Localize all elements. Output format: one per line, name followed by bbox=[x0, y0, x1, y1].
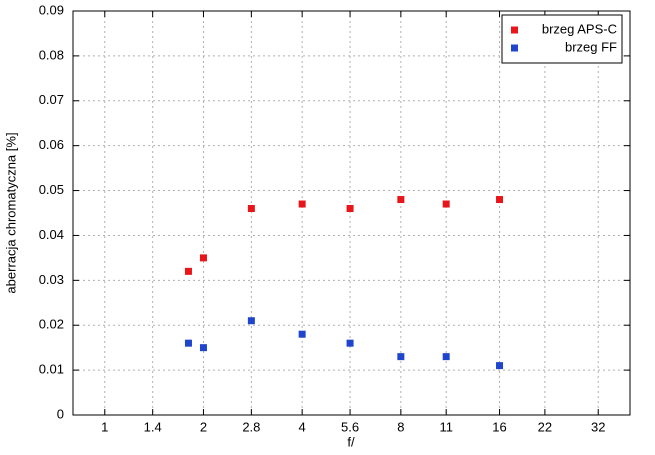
point bbox=[184, 267, 192, 275]
y-tick-label: 0.02 bbox=[39, 317, 64, 332]
x-tick-label: 11 bbox=[439, 419, 453, 434]
x-tick-label: 32 bbox=[591, 419, 605, 434]
y-tick-label: 0.05 bbox=[39, 182, 64, 197]
x-tick-label: 1.4 bbox=[144, 419, 162, 434]
y-tick-label: 0.06 bbox=[39, 137, 64, 152]
x-tick-label: 22 bbox=[538, 419, 552, 434]
point bbox=[298, 330, 306, 338]
point bbox=[397, 196, 405, 204]
y-tick-label: 0.04 bbox=[39, 227, 64, 242]
y-axis-label: aberracja chromatyczna [%] bbox=[3, 132, 18, 293]
point bbox=[184, 339, 192, 347]
legend-label: brzeg FF bbox=[565, 39, 617, 54]
x-tick-label: 8 bbox=[397, 419, 404, 434]
plot-frame bbox=[72, 10, 631, 416]
point bbox=[346, 339, 354, 347]
x-tick-label: 4 bbox=[299, 419, 306, 434]
point bbox=[247, 205, 255, 213]
point bbox=[496, 196, 504, 204]
x-tick-label: 16 bbox=[492, 419, 506, 434]
point bbox=[442, 353, 450, 361]
x-axis-label: f/ bbox=[347, 434, 355, 449]
x-tick-label: 5.6 bbox=[341, 419, 359, 434]
legend-marker bbox=[511, 26, 518, 34]
point bbox=[247, 317, 255, 325]
y-tick-label: 0.01 bbox=[39, 362, 64, 377]
y-tick-label: 0.07 bbox=[39, 92, 64, 107]
y-tick-label: 0.08 bbox=[39, 47, 64, 62]
x-tick-label: 1 bbox=[101, 419, 108, 434]
point bbox=[298, 200, 306, 208]
legend-marker bbox=[511, 44, 518, 52]
y-tick-label: 0 bbox=[57, 406, 64, 421]
point bbox=[397, 353, 405, 361]
point bbox=[496, 362, 504, 370]
point bbox=[442, 200, 450, 208]
legend-box bbox=[501, 14, 623, 64]
legend-label: brzeg APS-C bbox=[542, 21, 617, 36]
point bbox=[346, 205, 354, 213]
y-tick-label: 0.03 bbox=[39, 272, 64, 287]
x-tick-label: 2.8 bbox=[242, 419, 260, 434]
point bbox=[199, 254, 207, 262]
x-tick-label: 2 bbox=[200, 419, 207, 434]
y-tick-label: 0.09 bbox=[39, 2, 64, 17]
point bbox=[199, 344, 207, 352]
